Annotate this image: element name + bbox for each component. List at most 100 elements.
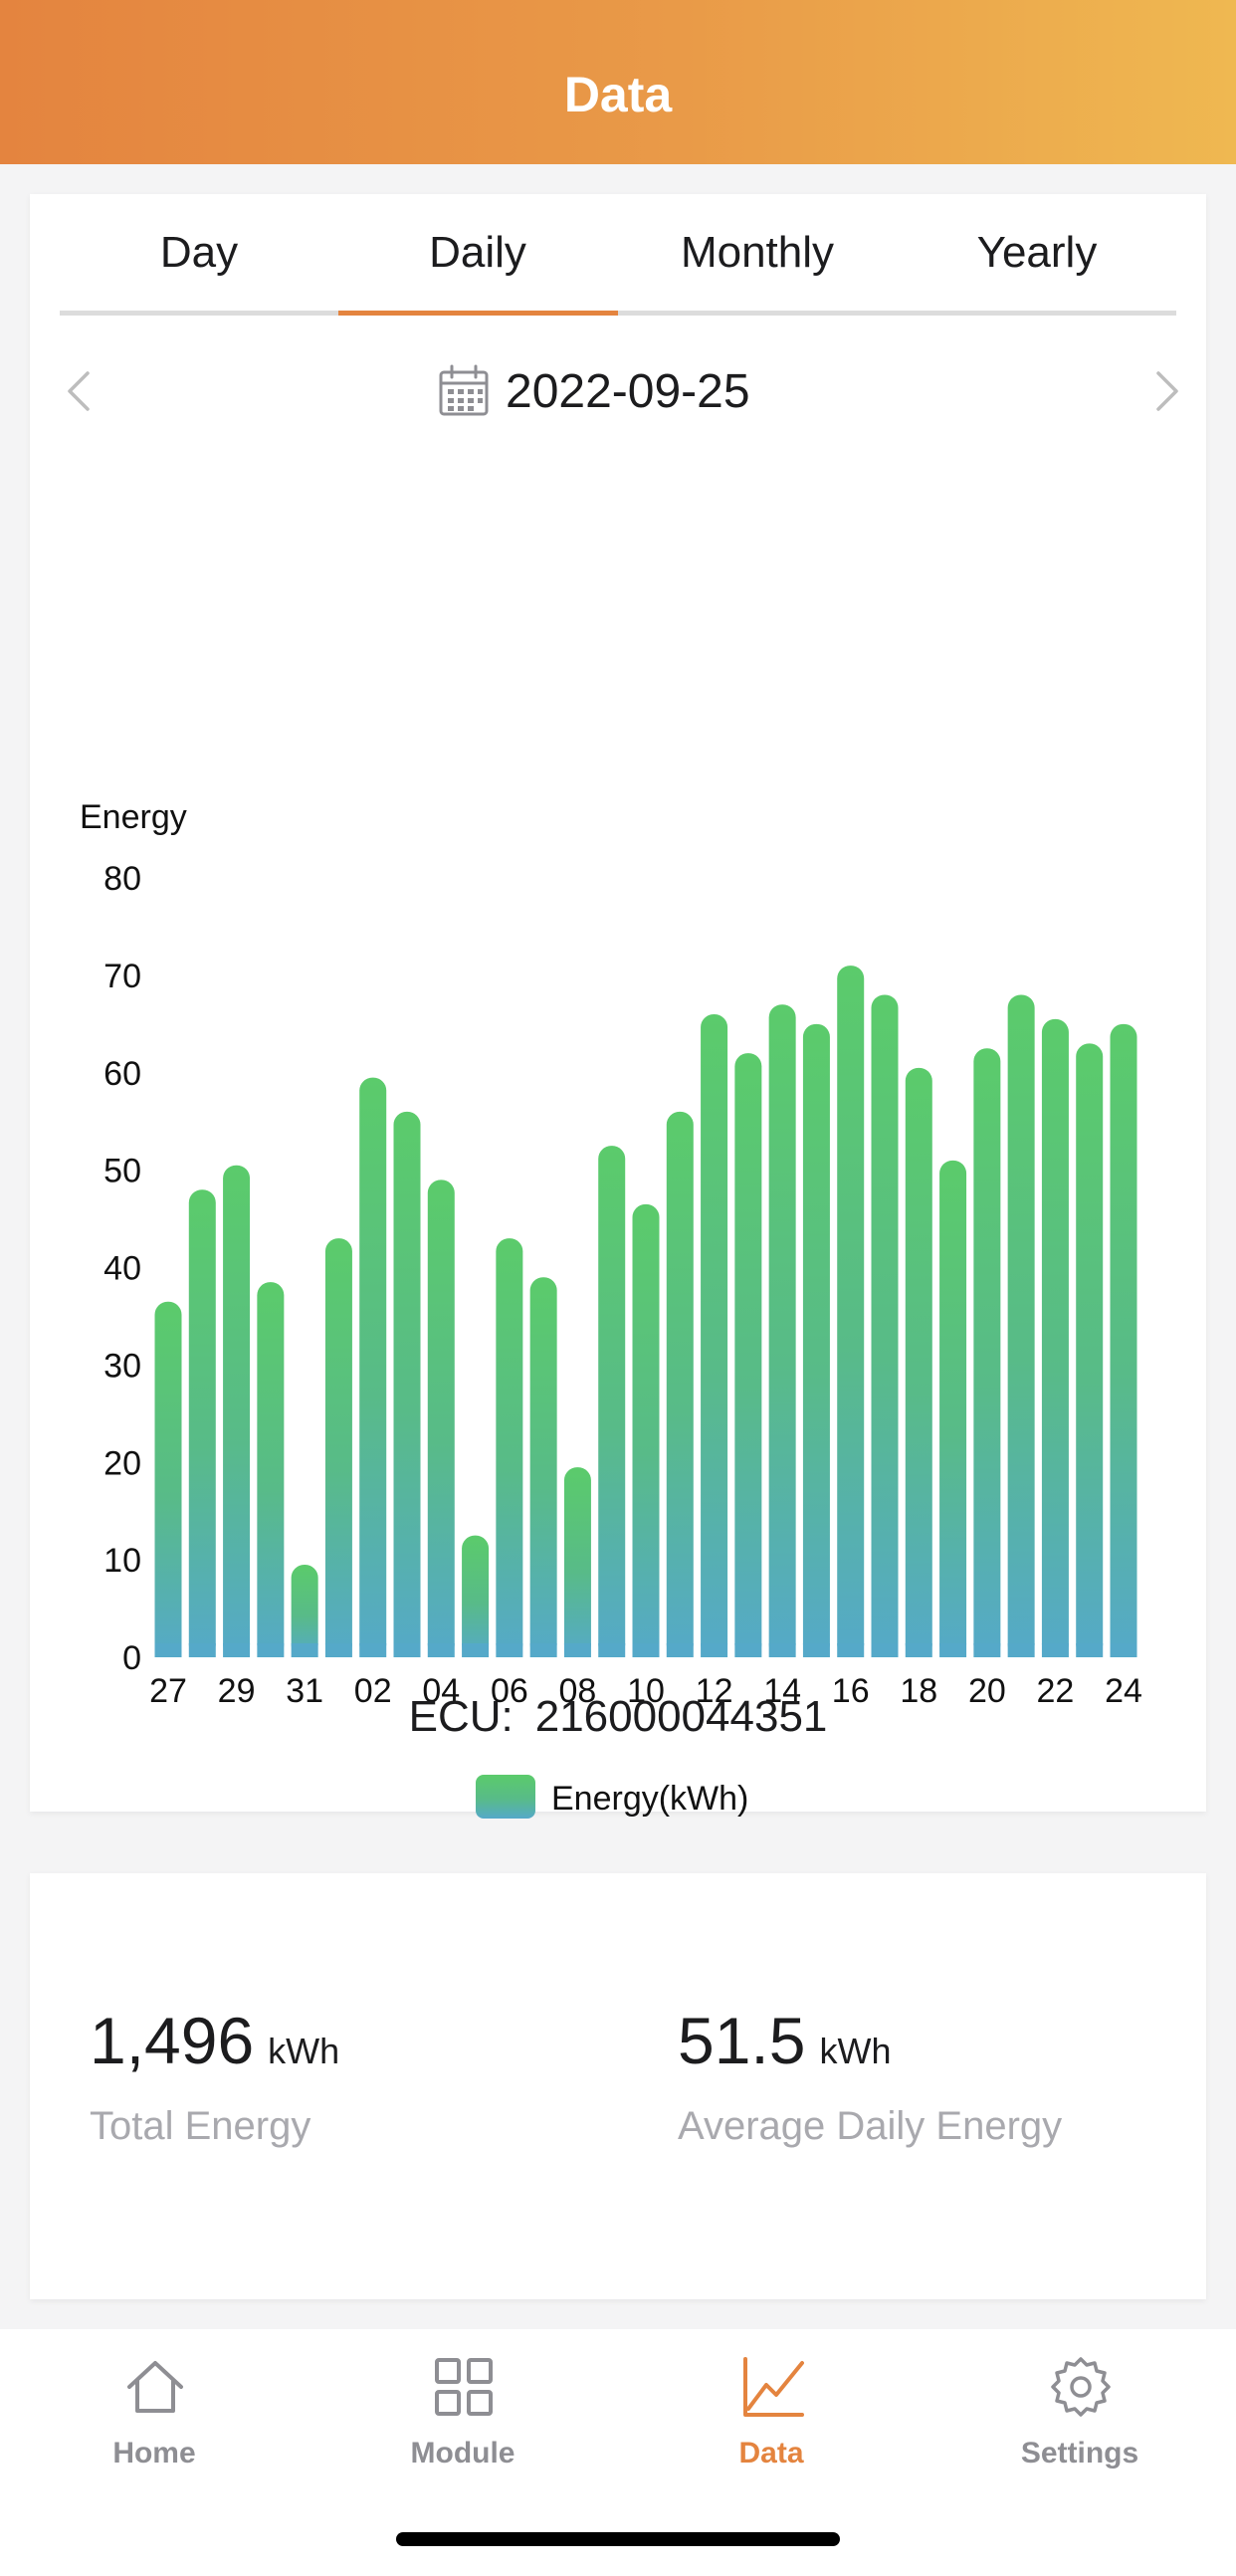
bar-base	[496, 1643, 523, 1657]
bar-base	[359, 1643, 387, 1657]
y-tick-label: 40	[103, 1250, 141, 1288]
previous-date-arrow-icon[interactable]	[60, 361, 100, 421]
bar	[598, 1146, 626, 1657]
bar	[563, 1467, 591, 1657]
bar	[529, 1277, 557, 1657]
bar-base	[666, 1643, 694, 1657]
bar-base	[154, 1643, 182, 1657]
bar	[1076, 1043, 1104, 1657]
bar	[837, 966, 865, 1657]
tab-monthly[interactable]: Monthly	[680, 228, 835, 277]
bar	[905, 1067, 932, 1657]
bar	[734, 1053, 762, 1657]
ecu-value: 216000044351	[534, 1692, 828, 1741]
bar	[393, 1111, 421, 1657]
bar-base	[324, 1643, 352, 1657]
bar	[257, 1282, 285, 1657]
tab-day[interactable]: Day	[159, 228, 239, 277]
bar-base	[223, 1643, 251, 1657]
nav-module[interactable]: Module	[309, 2329, 617, 2498]
average-energy-unit: kWh	[819, 2031, 892, 2071]
tab-daily[interactable]: Daily	[429, 228, 526, 277]
bar-base	[291, 1643, 318, 1657]
nav-home[interactable]: Home	[0, 2329, 309, 2498]
bar	[188, 1189, 216, 1657]
bar	[291, 1565, 318, 1657]
bar	[496, 1238, 523, 1657]
x-tick-label: 10	[627, 1672, 665, 1710]
bar-base	[563, 1643, 591, 1657]
module-grid-icon	[435, 2358, 493, 2416]
average-energy-label: Average Daily Energy	[678, 2104, 1063, 2148]
bar	[154, 1301, 182, 1657]
average-energy-stat: 51.5 kWh Average Daily Energy	[678, 2003, 1062, 2148]
x-tick-label: 08	[559, 1672, 597, 1710]
total-energy-stat: 1,496 kWh Total Energy	[90, 2003, 340, 2148]
x-tick-label: 14	[763, 1672, 801, 1710]
ecu-label: ECU:	[408, 1692, 514, 1741]
nav-module-label: Module	[410, 2437, 515, 2469]
period-tabs: Day Daily Monthly Yearly	[60, 194, 1176, 319]
y-tick-label: 0	[122, 1639, 141, 1677]
x-tick-label: 29	[218, 1672, 256, 1710]
tab-yearly[interactable]: Yearly	[976, 228, 1098, 277]
bar-base	[768, 1643, 796, 1657]
nav-settings[interactable]: Settings	[926, 2329, 1234, 2498]
total-energy-label: Total Energy	[90, 2104, 311, 2148]
home-icon	[127, 2361, 183, 2413]
nav-data[interactable]: Data	[617, 2329, 926, 2498]
home-indicator	[396, 2532, 840, 2546]
bar	[768, 1004, 796, 1657]
tabs-divider	[60, 311, 1176, 316]
bar	[324, 1238, 352, 1657]
bar-base	[188, 1643, 216, 1657]
bar	[1041, 1018, 1069, 1657]
selected-date: 2022-09-25	[506, 364, 750, 418]
active-tab-indicator	[338, 311, 618, 316]
legend-swatch	[476, 1775, 535, 1819]
bar	[223, 1165, 251, 1657]
bar	[462, 1535, 490, 1657]
bar-base	[734, 1643, 762, 1657]
bar	[427, 1180, 455, 1657]
bar-base	[701, 1643, 728, 1657]
y-tick-label: 80	[103, 860, 141, 898]
bar	[359, 1077, 387, 1657]
y-tick-label: 10	[103, 1542, 141, 1580]
bar-base	[1076, 1643, 1104, 1657]
y-tick-label: 30	[103, 1347, 141, 1385]
page-title: Data	[563, 67, 673, 122]
bar-base	[529, 1643, 557, 1657]
bar-base	[393, 1643, 421, 1657]
total-energy-unit: kWh	[268, 2031, 340, 2071]
nav-data-label: Data	[738, 2437, 804, 2469]
x-tick-label: 18	[900, 1672, 937, 1710]
energy-summary-card: 1,496 kWh Total Energy 51.5 kWh Average Da…	[30, 1873, 1206, 2299]
x-tick-label: 27	[149, 1672, 187, 1710]
bar-base	[939, 1643, 967, 1657]
x-tick-label: 06	[491, 1672, 528, 1710]
bar-base	[257, 1643, 285, 1657]
bar-base	[1110, 1643, 1137, 1657]
gear-icon	[1051, 2357, 1111, 2417]
total-energy-value: 1,496	[90, 2004, 255, 2077]
chart-legend: Energy(kWh)	[476, 1775, 748, 1819]
bar-base	[598, 1643, 626, 1657]
energy-bar-chart: Energy 0 10 20 30 40 50 60 70 80 27 29 31 02 04 06 08 1…	[80, 798, 1142, 1819]
nav-settings-label: Settings	[1020, 2437, 1139, 2469]
bar	[1007, 994, 1035, 1657]
next-date-arrow-icon[interactable]	[1146, 361, 1186, 421]
date-picker[interactable]: 2022-09-25	[438, 361, 750, 421]
average-energy-value: 51.5	[678, 2004, 806, 2077]
bar	[701, 1014, 728, 1657]
bar-base	[973, 1643, 1001, 1657]
bar-base	[871, 1643, 899, 1657]
legend-label: Energy(kWh)	[551, 1780, 748, 1818]
x-tick-label: 02	[354, 1672, 392, 1710]
bar-base	[462, 1643, 490, 1657]
bar-base	[837, 1643, 865, 1657]
y-tick-label: 70	[103, 958, 141, 995]
bar	[973, 1048, 1001, 1657]
y-tick-label: 20	[103, 1444, 141, 1482]
y-axis-label: Energy	[80, 798, 187, 836]
